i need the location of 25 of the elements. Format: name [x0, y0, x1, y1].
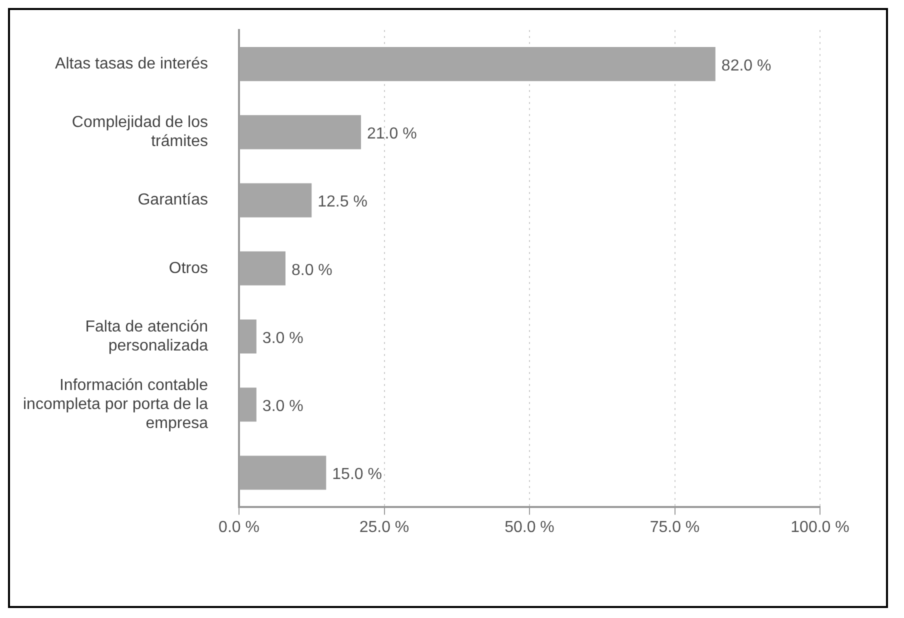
- data-label: 8.0 %: [291, 262, 332, 279]
- data-label: 82.0 %: [721, 57, 772, 74]
- y-tick-label: Información contable incompleta por porta de la empresa: [23, 376, 208, 432]
- bar: [240, 183, 312, 218]
- bar: [240, 388, 256, 422]
- data-label: 15.0 %: [332, 466, 382, 484]
- x-tick-label: 0.0 %: [218, 518, 260, 536]
- y-tick-label: Falta de atención personalizada: [85, 318, 208, 355]
- data-label: 3.0 %: [262, 330, 304, 347]
- bar: [240, 456, 326, 490]
- bar: [240, 115, 362, 150]
- y-tick-label: Otros: [168, 260, 208, 277]
- y-tick-label: Altas tasas de interés: [55, 55, 208, 72]
- y-tick-label: Complejidad de los trámites: [72, 114, 208, 150]
- x-tick-label: 50.0 %: [504, 518, 554, 536]
- y-tick-label: Garantías: [138, 192, 208, 209]
- bar: [240, 251, 286, 286]
- x-tick-label: 100.0 %: [790, 518, 850, 536]
- bar: [240, 319, 256, 354]
- data-label: 12.5 %: [318, 194, 368, 211]
- data-label: 21.0 %: [367, 126, 417, 143]
- bar: [240, 47, 716, 82]
- x-tick-label: 25.0 %: [359, 518, 410, 536]
- data-label: 3.0 %: [262, 398, 304, 416]
- x-tick-label: 75.0 %: [650, 518, 700, 536]
